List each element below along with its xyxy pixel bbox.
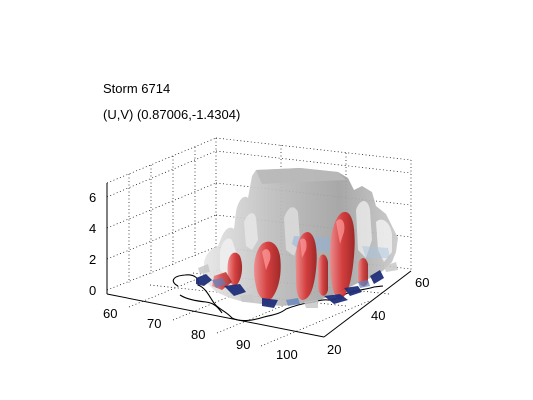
y-tick-label: 60 — [415, 275, 429, 290]
chart-title: Storm 6714 — [103, 81, 170, 96]
z-tick-label: 0 — [89, 283, 96, 298]
axes — [106, 183, 412, 338]
y-tick-label: 40 — [371, 308, 385, 323]
grey-fringe — [198, 262, 398, 308]
x-tick-label: 80 — [191, 327, 205, 342]
blue-base — [196, 270, 384, 308]
x-tick-labels: 60 70 80 90 100 — [103, 306, 298, 362]
z-tick-label: 6 — [89, 190, 96, 205]
x-tick-label: 70 — [147, 316, 161, 331]
z-tick-label: 4 — [89, 221, 96, 236]
x-tick-label: 90 — [236, 337, 250, 352]
x-tick-label: 60 — [103, 306, 117, 321]
y-tick-labels: 20 40 60 — [327, 275, 429, 357]
blue-base-light — [212, 278, 370, 306]
ground-contour-left — [179, 294, 223, 314]
red-isosurface — [212, 211, 368, 301]
chart-subtitle: (U,V) (0.87006,-1.4304) — [103, 107, 240, 122]
z-tick-label: 2 — [89, 252, 96, 267]
z-tick-labels: 6 4 2 0 — [89, 190, 96, 298]
y-tick-label: 20 — [327, 342, 341, 357]
x-tick-label: 100 — [276, 347, 298, 362]
